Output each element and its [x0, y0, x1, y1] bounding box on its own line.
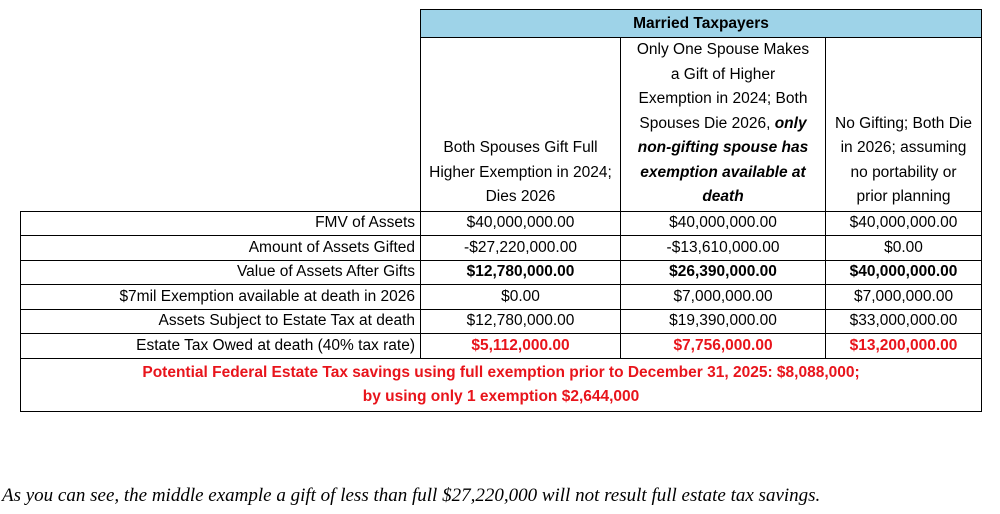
cell-value: $13,200,000.00 [824, 333, 983, 359]
row-label: $7mil Exemption available at death in 20… [20, 284, 421, 310]
cell-value: $40,000,000.00 [420, 210, 621, 236]
estate-table: Married Taxpayers Both Spouses Gift Full… [19, 9, 983, 412]
table-row: Estate Tax Owed at death (40% tax rate) $… [20, 333, 983, 359]
cell-value: $12,780,000.00 [420, 259, 621, 285]
cell-value: $5,112,000.00 [420, 333, 621, 359]
cell-value: $26,390,000.00 [620, 259, 826, 285]
cell-value: $40,000,000.00 [824, 210, 983, 236]
column-header: Only One Spouse Makes a Gift of Higher E… [620, 37, 826, 212]
summary-line: by using only 1 exemption $2,644,000 [362, 387, 640, 405]
table-row: Amount of Assets Gifted -$27,220,000.00 -$… [20, 235, 983, 261]
cell-value: $19,390,000.00 [620, 308, 826, 334]
cell-value: $0.00 [420, 284, 621, 310]
summary: Potential Federal Estate Tax savings usi… [19, 357, 983, 412]
cell-value: -$27,220,000.00 [420, 235, 621, 261]
cell-value: $33,000,000.00 [824, 308, 983, 334]
group-header: Married Taxpayers [419, 9, 983, 38]
table-row: FMV of Assets $40,000,000.00 $40,000,000.0… [20, 210, 983, 236]
header-emphasis: only non-gifting spouse has exemption av… [637, 114, 809, 206]
table-row: $7mil Exemption available at death in 20… [20, 284, 983, 310]
row-label: Assets Subject to Estate Tax at death [20, 308, 421, 334]
cell-value: $0.00 [824, 235, 983, 261]
cell-value: $7,000,000.00 [620, 284, 826, 310]
header-text: No Gifting; Both Die in 2026; assuming n… [835, 114, 972, 206]
cell-value: $40,000,000.00 [824, 259, 983, 285]
row-label: Amount of Assets Gifted [20, 235, 421, 261]
row-label: FMV of Assets [20, 210, 421, 236]
column-header: Both Spouses Gift Full Higher Exemption … [420, 37, 621, 212]
note: As you can see, the middle example a gif… [2, 485, 821, 506]
cell-value: -$13,610,000.00 [620, 235, 826, 261]
header-text: Only One Spouse Makes a Gift of Higher E… [636, 41, 810, 132]
cell-value: $7,756,000.00 [620, 333, 826, 359]
cell-value: $40,000,000.00 [620, 210, 826, 236]
table-row: Value of Assets After Gifts $12,780,000.0… [20, 259, 983, 285]
row-label: Estate Tax Owed at death (40% tax rate) [20, 333, 421, 359]
header-text: Both Spouses Gift Full Higher Exemption … [429, 139, 612, 205]
table-row: Assets Subject to Estate Tax at death $12… [20, 308, 983, 334]
cell-value: $7,000,000.00 [824, 284, 983, 310]
row-label: Value of Assets After Gifts [20, 259, 421, 285]
column-header: No Gifting; Both Die in 2026; assuming n… [824, 37, 983, 212]
cell-value: $12,780,000.00 [420, 308, 621, 334]
summary-line: Potential Federal Estate Tax savings usi… [142, 363, 860, 381]
